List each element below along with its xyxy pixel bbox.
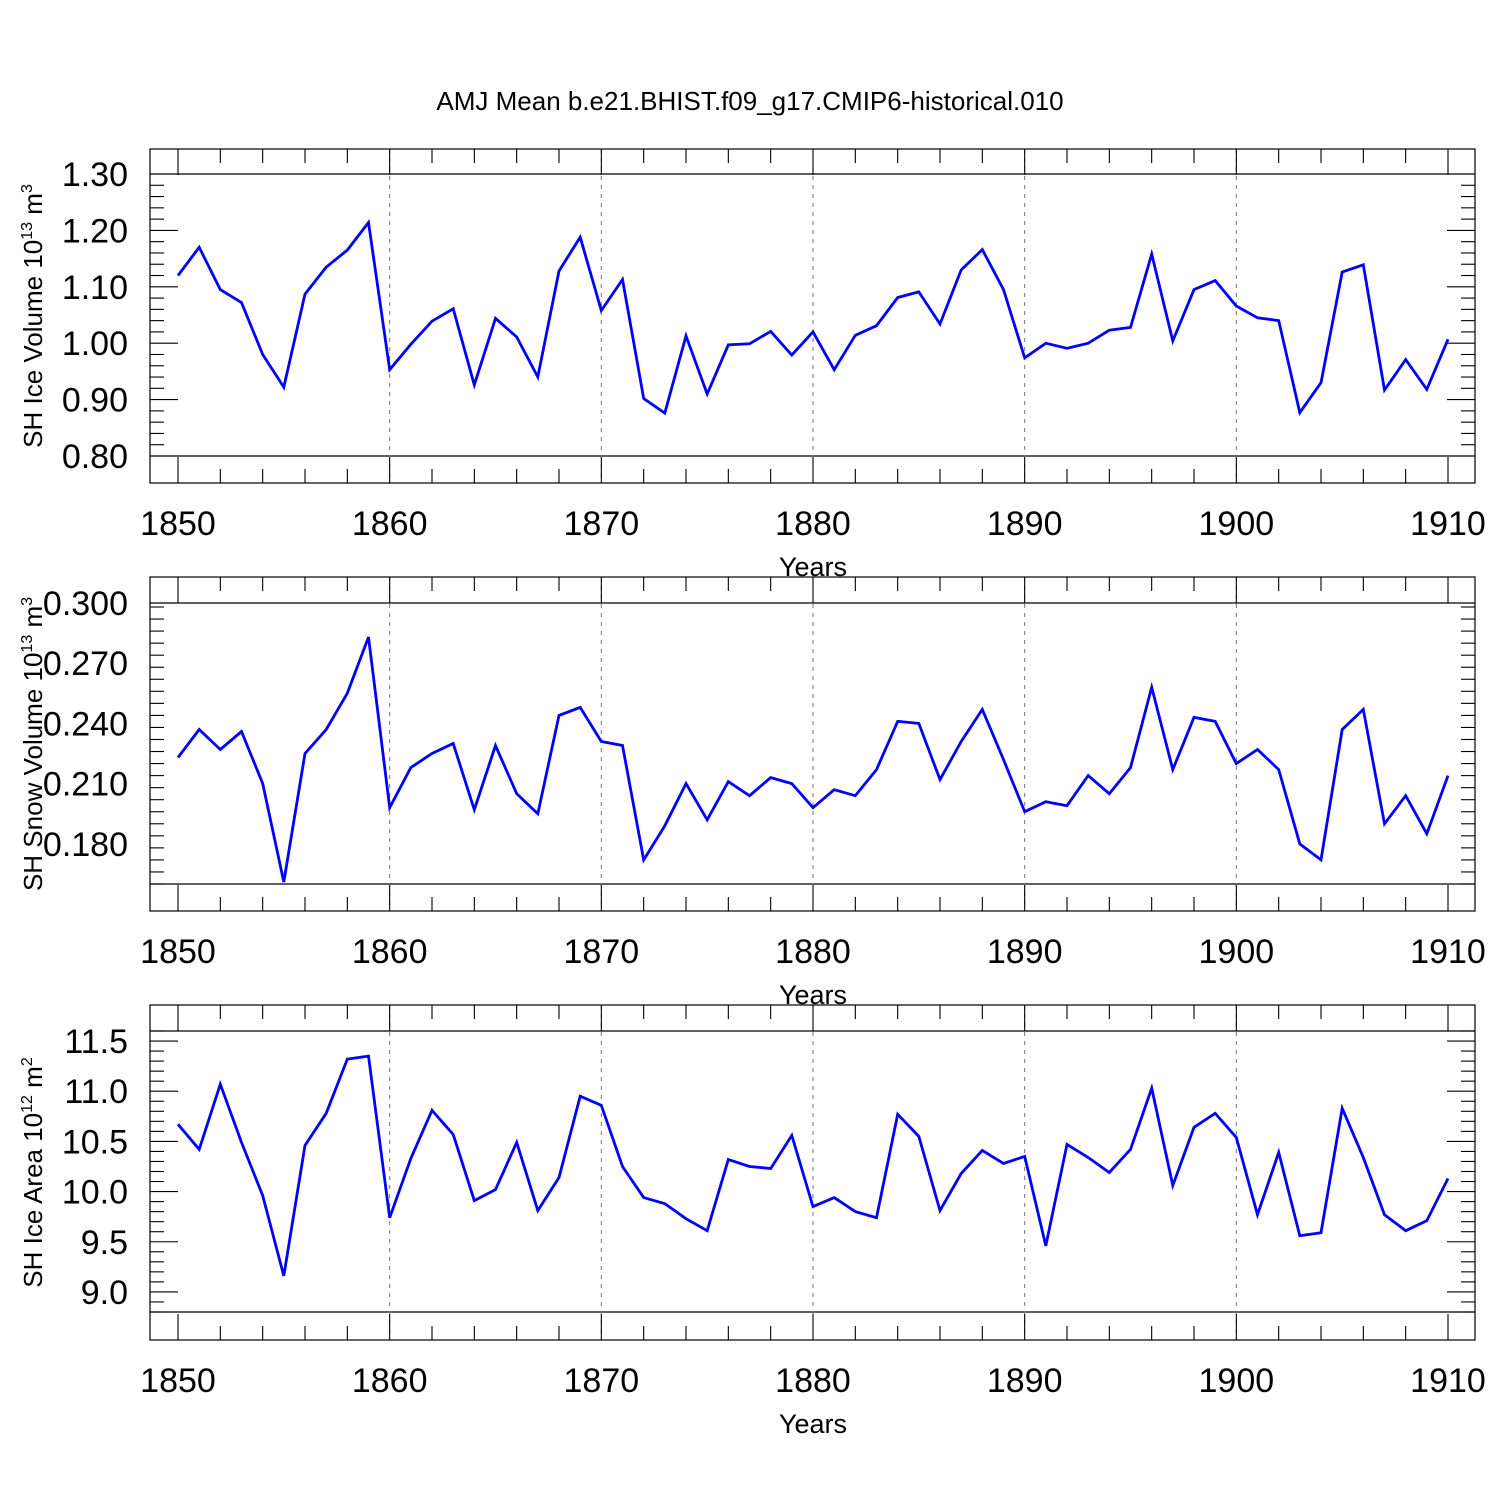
x-tick-label: 1910 bbox=[1410, 505, 1486, 543]
y-axis-label-part: m bbox=[18, 1066, 48, 1095]
y-axis-label-superscript: 12 bbox=[19, 1095, 36, 1113]
x-tick-label: 1870 bbox=[564, 1362, 640, 1400]
panels: 0.80 0.90 1.00 1.10 1.20 1.30 1850 1860 1870 1880… bbox=[18, 148, 1486, 1439]
x-tick-label: 1870 bbox=[564, 933, 640, 971]
panel-2: 0.180 0.210 0.240 0.270 0.300 1850 1860 1870 188… bbox=[18, 576, 1486, 1010]
y-tick-label: 0.180 bbox=[43, 826, 128, 864]
y-axis-label-part: SH Ice Area 10 bbox=[18, 1113, 48, 1288]
y-tick-label: 11.5 bbox=[64, 1023, 128, 1061]
y-axis-label: SH Ice Volume 1013 m3 bbox=[18, 184, 48, 448]
y-tick-label: 10.5 bbox=[62, 1123, 128, 1161]
x-tick-label: 1880 bbox=[775, 933, 851, 971]
y-tick-label: 0.90 bbox=[62, 382, 128, 420]
y-tick-label: 1.30 bbox=[62, 156, 128, 194]
y-axis-label-part: SH Snow Volume 10 bbox=[18, 653, 48, 891]
y-axis-label-part: SH Ice Volume 10 bbox=[18, 240, 48, 448]
x-tick-label: 1860 bbox=[352, 933, 428, 971]
y-tick-label: 1.20 bbox=[62, 212, 128, 250]
y-tick-label: 0.270 bbox=[43, 645, 128, 683]
y-axis-label-superscript: 13 bbox=[19, 635, 36, 653]
y-axis-label-superscript: 2 bbox=[19, 1057, 36, 1066]
chart-title: AMJ Mean b.e21.BHIST.f09_g17.CMIP6-histo… bbox=[436, 86, 1063, 116]
x-tick-label: 1910 bbox=[1410, 933, 1486, 971]
x-tick-label: 1890 bbox=[987, 505, 1063, 543]
x-tick-label: 1850 bbox=[140, 1362, 216, 1400]
x-tick-label: 1900 bbox=[1199, 505, 1275, 543]
y-tick-label: 1.10 bbox=[62, 269, 128, 307]
x-tick-label: 1910 bbox=[1410, 1362, 1486, 1400]
y-axis-label-superscript: 3 bbox=[19, 597, 36, 606]
y-tick-label: 10.0 bbox=[62, 1174, 128, 1212]
y-tick-label: 11.0 bbox=[64, 1073, 128, 1111]
panel-1: 0.80 0.90 1.00 1.10 1.20 1.30 1850 1860 1870 1880… bbox=[18, 148, 1486, 582]
x-axis-label: Years bbox=[779, 1409, 847, 1439]
y-tick-label: 0.80 bbox=[62, 438, 128, 476]
y-tick-label: 9.5 bbox=[81, 1224, 128, 1262]
y-axis-label-part: m bbox=[18, 193, 48, 222]
x-tick-label: 1880 bbox=[775, 1362, 851, 1400]
x-tick-label: 1860 bbox=[352, 1362, 428, 1400]
x-tick-label: 1890 bbox=[987, 1362, 1063, 1400]
panel-3: 9.0 9.5 10.0 10.5 11.0 11.5 1850 1860 1870 1880 18… bbox=[18, 1004, 1486, 1439]
x-tick-label: 1860 bbox=[352, 505, 428, 543]
x-tick-label: 1900 bbox=[1199, 1362, 1275, 1400]
x-tick-label: 1880 bbox=[775, 505, 851, 543]
y-axis-label-part: m bbox=[18, 606, 48, 635]
x-tick-label: 1890 bbox=[987, 933, 1063, 971]
x-tick-label: 1850 bbox=[140, 505, 216, 543]
x-tick-label: 1900 bbox=[1199, 933, 1275, 971]
y-tick-label: 0.300 bbox=[43, 585, 128, 623]
y-axis-label-superscript: 13 bbox=[19, 222, 36, 240]
y-axis-label: SH Snow Volume 1013 m3 bbox=[18, 597, 48, 891]
y-axis-label: SH Ice Area 1012 m2 bbox=[18, 1057, 48, 1288]
y-tick-label: 0.240 bbox=[43, 705, 128, 743]
x-tick-label: 1850 bbox=[140, 933, 216, 971]
y-tick-label: 9.0 bbox=[81, 1274, 128, 1312]
y-axis-label-superscript: 3 bbox=[19, 184, 36, 193]
y-tick-label: 1.00 bbox=[62, 325, 128, 363]
x-tick-label: 1870 bbox=[564, 505, 640, 543]
y-tick-label: 0.210 bbox=[43, 766, 128, 804]
